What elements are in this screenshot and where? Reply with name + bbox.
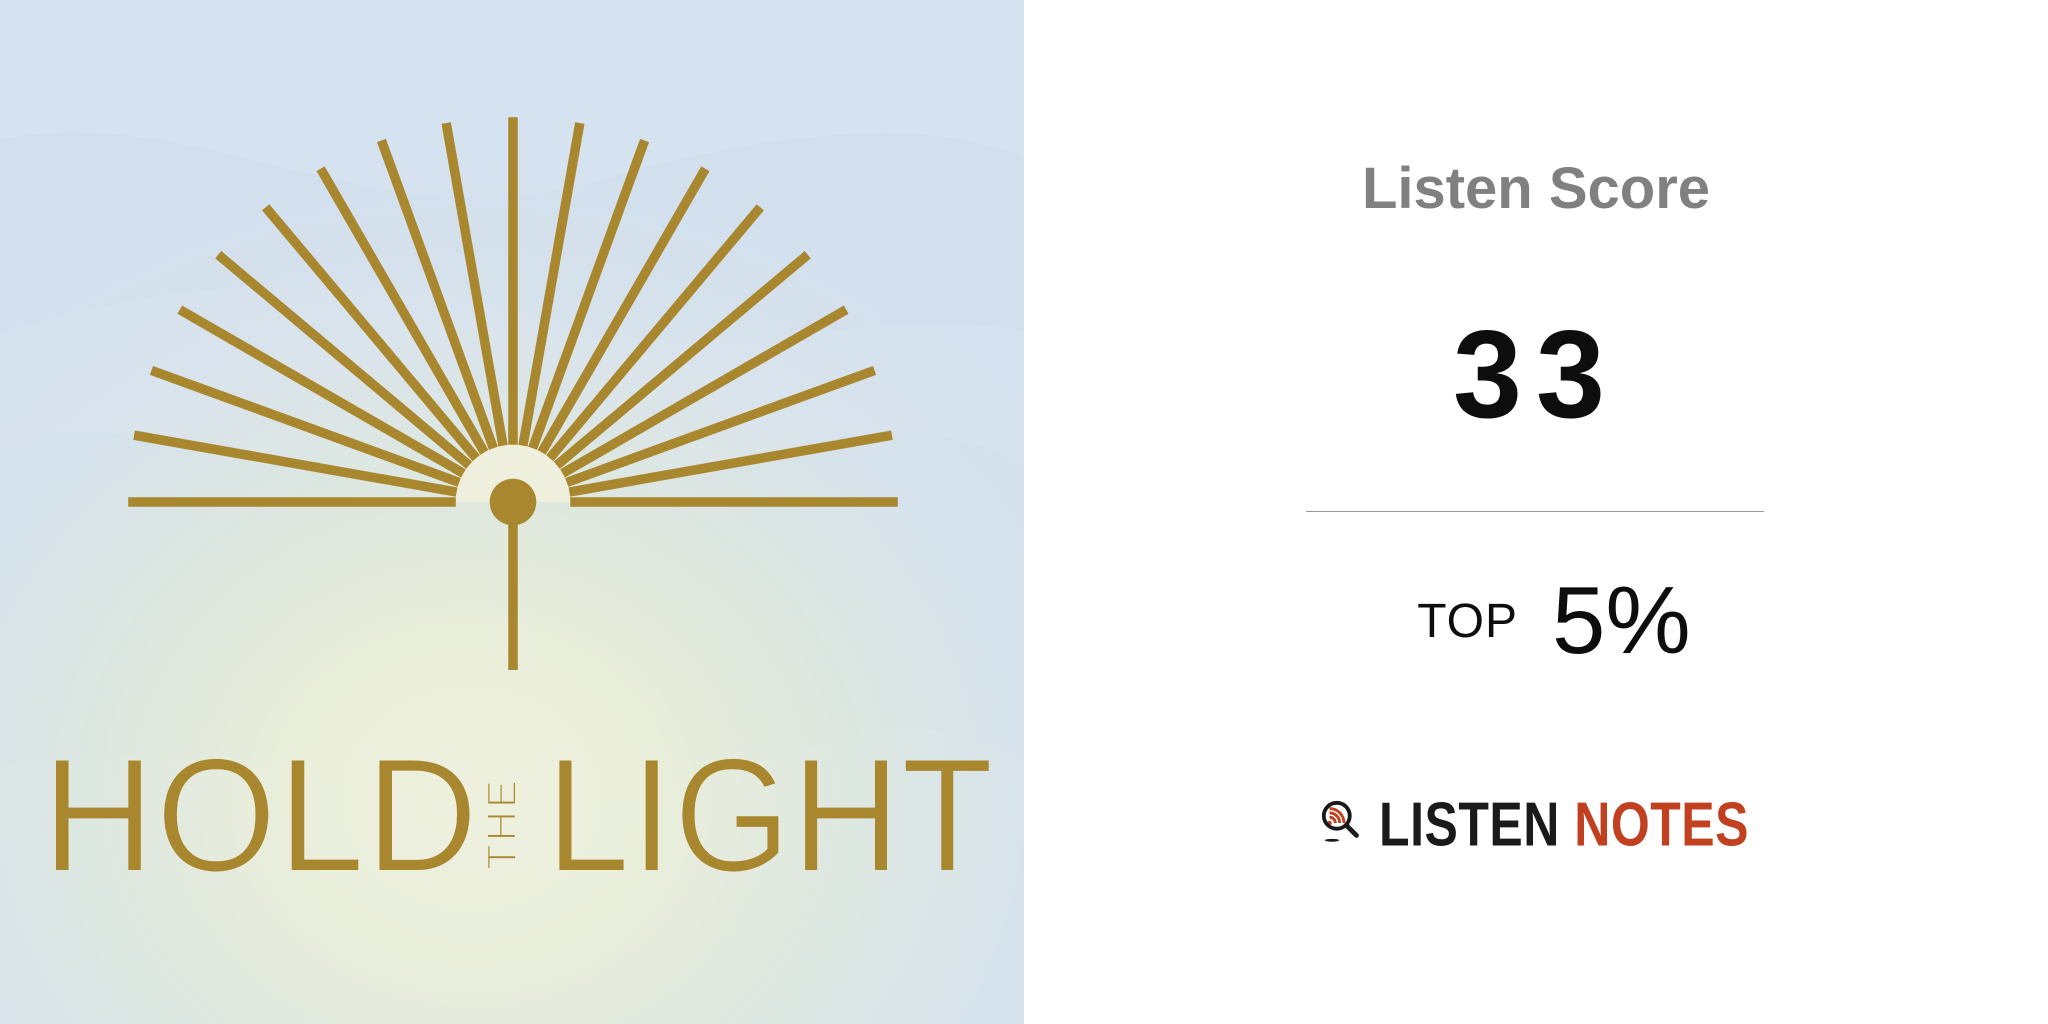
svg-text:THE: THE bbox=[478, 777, 525, 870]
svg-text:HOLD: HOLD bbox=[42, 724, 479, 906]
svg-text:LIGHT: LIGHT bbox=[546, 726, 994, 907]
